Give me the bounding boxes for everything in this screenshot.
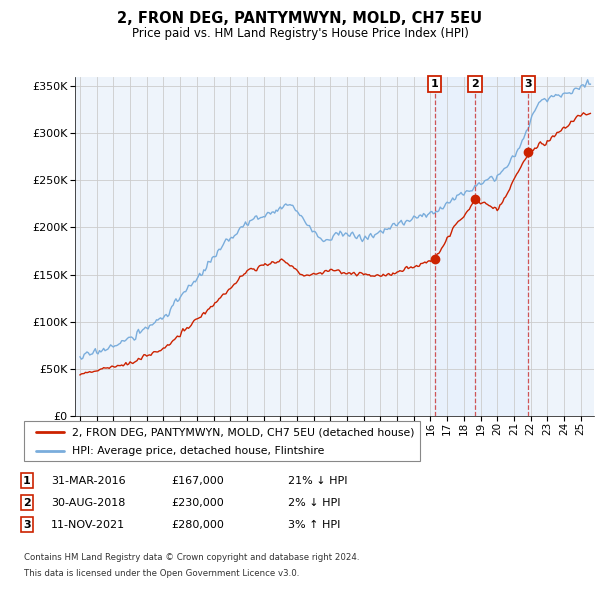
Text: 21% ↓ HPI: 21% ↓ HPI (288, 476, 347, 486)
Text: 31-MAR-2016: 31-MAR-2016 (51, 476, 125, 486)
Text: 2, FRON DEG, PANTYMWYN, MOLD, CH7 5EU (detached house): 2, FRON DEG, PANTYMWYN, MOLD, CH7 5EU (d… (71, 428, 414, 438)
Text: £280,000: £280,000 (171, 520, 224, 529)
Text: £167,000: £167,000 (171, 476, 224, 486)
Text: 2% ↓ HPI: 2% ↓ HPI (288, 498, 341, 507)
Text: Contains HM Land Registry data © Crown copyright and database right 2024.: Contains HM Land Registry data © Crown c… (24, 553, 359, 562)
FancyBboxPatch shape (24, 421, 420, 461)
Text: 1: 1 (23, 476, 31, 486)
Text: This data is licensed under the Open Government Licence v3.0.: This data is licensed under the Open Gov… (24, 569, 299, 578)
Text: 3: 3 (23, 520, 31, 529)
Text: 2, FRON DEG, PANTYMWYN, MOLD, CH7 5EU: 2, FRON DEG, PANTYMWYN, MOLD, CH7 5EU (118, 11, 482, 25)
Text: HPI: Average price, detached house, Flintshire: HPI: Average price, detached house, Flin… (71, 447, 324, 456)
Text: 30-AUG-2018: 30-AUG-2018 (51, 498, 125, 507)
Text: 3: 3 (524, 79, 532, 89)
Text: 3% ↑ HPI: 3% ↑ HPI (288, 520, 340, 529)
Text: 11-NOV-2021: 11-NOV-2021 (51, 520, 125, 529)
Bar (434, 77, 528, 416)
Text: £230,000: £230,000 (171, 498, 224, 507)
Text: 2: 2 (23, 498, 31, 507)
Text: 1: 1 (431, 79, 439, 89)
Text: 2: 2 (471, 79, 479, 89)
Text: Price paid vs. HM Land Registry's House Price Index (HPI): Price paid vs. HM Land Registry's House … (131, 27, 469, 40)
